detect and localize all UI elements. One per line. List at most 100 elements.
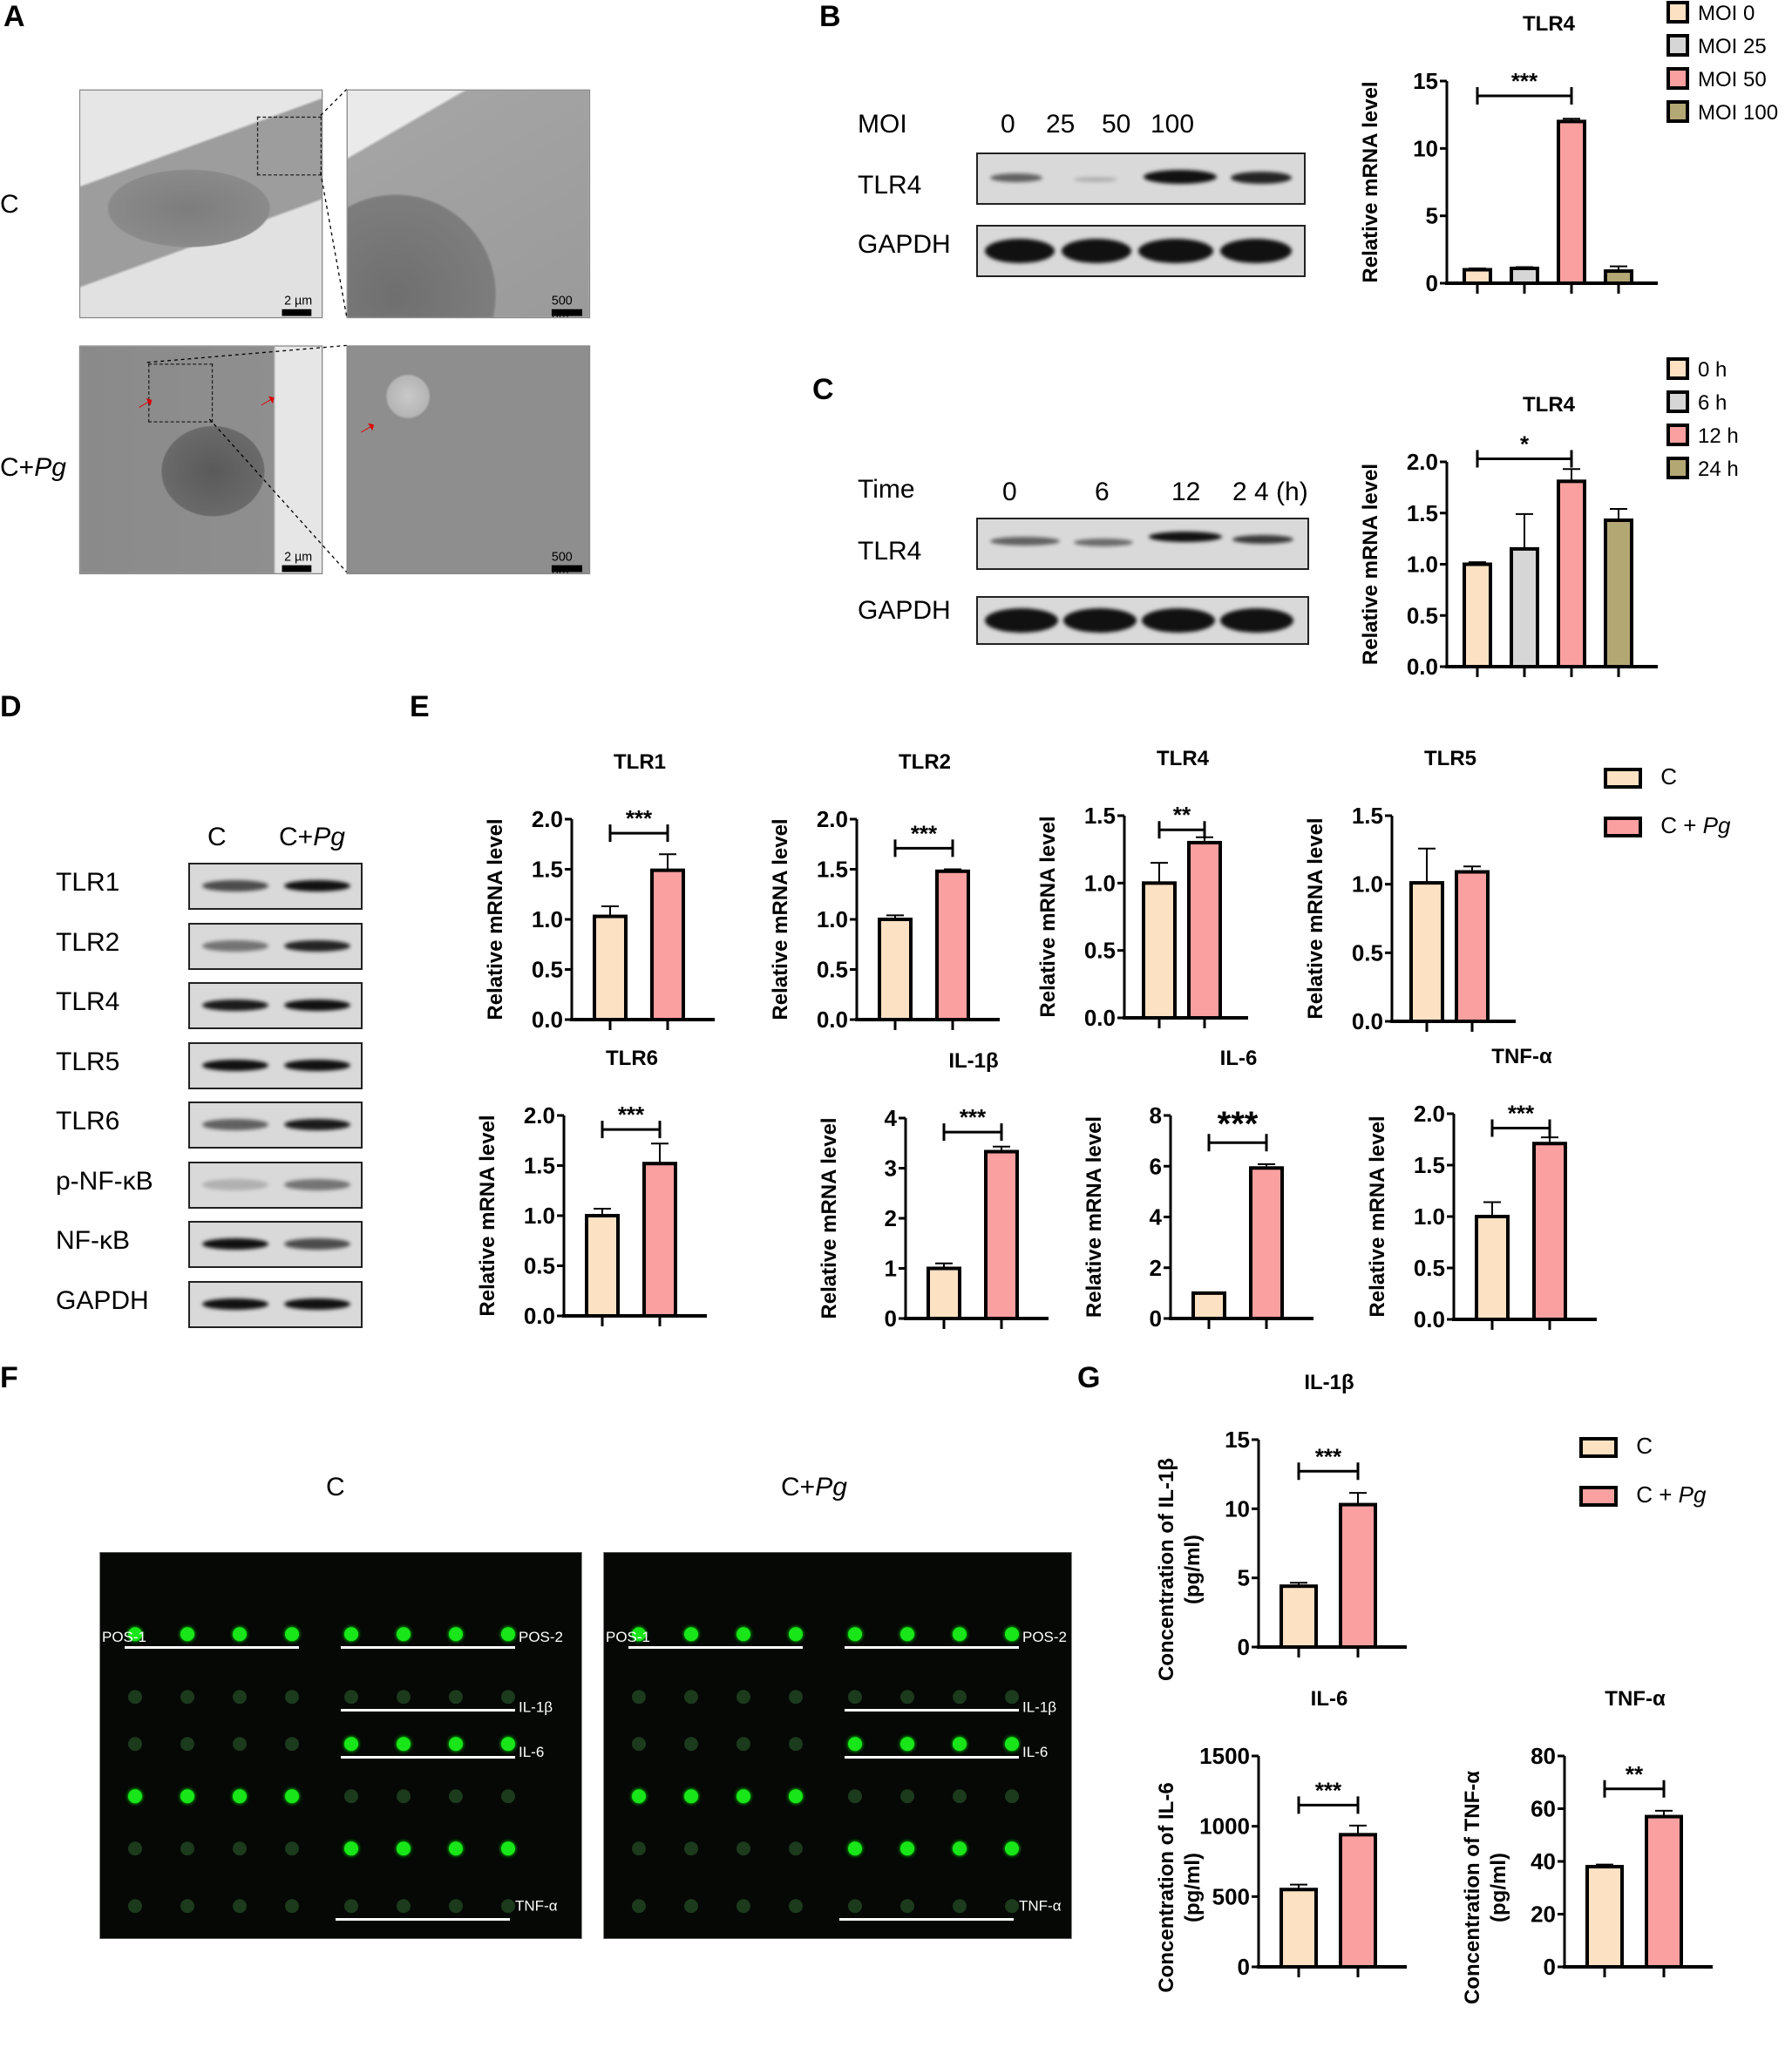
array-underline [628, 1646, 803, 1649]
bar [1339, 1502, 1377, 1649]
legend-item-cpg: C + Pg [1579, 1481, 1706, 1508]
array-label: POS-1 [606, 1629, 651, 1646]
panel-label-d: D [0, 690, 22, 723]
lane-label: 100 [1151, 110, 1195, 139]
y-tick-label: 1.5 [1352, 803, 1383, 829]
array-spot [684, 1737, 698, 1752]
array-spot [344, 1737, 358, 1752]
legend-item-c: C [1604, 763, 1677, 790]
western-blot-row [188, 1221, 363, 1268]
bar [650, 868, 685, 1021]
y-tick-label: 0 [1238, 1634, 1250, 1660]
lane-label-c: C [207, 823, 227, 851]
svg-text:Relative mRNA level: Relative mRNA level [769, 818, 792, 1020]
chart-title: TLR4 [1157, 747, 1210, 770]
scale-label: 2 µm [284, 294, 313, 308]
blot-row-label: TLR1 [56, 868, 120, 897]
array-spot [789, 1737, 803, 1752]
array-spot [233, 1690, 247, 1705]
legend-label: 0 h [1698, 358, 1727, 382]
array-spot [953, 1899, 967, 1914]
svg-text:Relative mRNA level: Relative mRNA level [1359, 464, 1382, 665]
lane-label: 2 4 (h) [1232, 478, 1308, 506]
svg-text:Relative mRNA level: Relative mRNA level [1083, 1116, 1106, 1318]
western-blot-row [188, 1280, 363, 1328]
array-spot [848, 1899, 862, 1914]
bar-chart-g-il1b: IL-1β Concentration of IL-1β (pg/ml) 0 5 10 15… [1155, 1371, 1407, 1681]
svg-text:(pg/ml): (pg/ml) [1181, 1535, 1205, 1604]
array-spot [180, 1789, 194, 1804]
array-spot [848, 1789, 862, 1804]
y-tick-label: 0 [1544, 1954, 1556, 1980]
array-spot [632, 1789, 646, 1804]
array-spot [233, 1789, 247, 1804]
array-spot [789, 1627, 803, 1642]
bar-chart-e-tlr1: TLR1 Relative mRNA level 0.0 0.5 1.0 1.5 2.0 **… [484, 750, 715, 1033]
bar [1187, 840, 1222, 1020]
array-spot [449, 1841, 463, 1856]
blot-row-label: GAPDH [56, 1285, 149, 1315]
panel-label-e: E [410, 690, 430, 723]
chart-title: TLR6 [606, 1047, 658, 1070]
y-tick-label: 0.0 [1352, 1008, 1383, 1034]
array-spot [128, 1899, 142, 1914]
bar [585, 1214, 620, 1318]
array-spot [632, 1627, 646, 1642]
array-title-cpg: C+Pg [781, 1473, 847, 1502]
array-spot [344, 1899, 358, 1914]
y-tick-label: 1.0 [1407, 552, 1438, 578]
chart-title: TLR4 [1523, 12, 1576, 36]
y-tick-label: 0 [1426, 270, 1438, 296]
y-tick-label: 0.5 [532, 957, 563, 983]
y-tick-label: 1.5 [532, 857, 563, 883]
y-tick-label: 1.0 [817, 906, 848, 932]
western-blot-gapdh [976, 596, 1309, 645]
bar [593, 914, 628, 1021]
y-tick-label: 0 [1150, 1305, 1162, 1332]
lane-label: 0 [1001, 110, 1015, 139]
array-spot [736, 1789, 750, 1804]
array-label: IL-1β [1022, 1698, 1057, 1716]
array-spot [233, 1627, 247, 1642]
array-underline [341, 1756, 515, 1759]
array-spot [397, 1899, 411, 1914]
bar-chart-e-tlr5: TLR5 Relative mRNA level 0.0 0.5 1.0 1.5 [1304, 747, 1516, 1034]
y-tick-label: 5 [1426, 203, 1438, 229]
em-image-cpg-overview: ➝ ➝ 2 µm [78, 345, 323, 574]
y-tick-label: 2.0 [1414, 1101, 1445, 1127]
array-underline [125, 1646, 299, 1649]
array-spot [501, 1627, 515, 1642]
array-spot [736, 1841, 750, 1856]
bar [1645, 1814, 1683, 1969]
y-tick-label: 1.0 [524, 1203, 555, 1229]
array-spot [449, 1737, 463, 1752]
zoom-box [256, 116, 322, 176]
array-underline [336, 1918, 510, 1921]
svg-text:(pg/ml): (pg/ml) [1487, 1853, 1510, 1922]
array-label: TNF-α [515, 1897, 558, 1915]
array-spot [501, 1899, 515, 1914]
y-tick-label: 5 [1238, 1565, 1250, 1591]
array-spot [736, 1690, 750, 1705]
y-tick-label: 1.5 [524, 1153, 555, 1179]
bar-chart-e-il1b: IL-1β Relative mRNA level 0 1 2 3 4 *** [818, 1049, 1049, 1332]
panel-label-g: G [1077, 1361, 1101, 1394]
array-spot [128, 1627, 142, 1642]
blot-row-label: NF-κB [56, 1226, 130, 1255]
blot-row-label: TLR6 [56, 1107, 120, 1135]
y-tick-label: 0.5 [524, 1253, 555, 1279]
y-tick-label: 10 [1413, 135, 1438, 161]
array-spot [285, 1737, 299, 1752]
array-spot [632, 1841, 646, 1856]
chart-title: TLR5 [1424, 747, 1476, 770]
svg-text:Relative mRNA level: Relative mRNA level [1359, 81, 1382, 282]
significance-label: *** [1315, 1443, 1342, 1469]
western-blot-row [188, 863, 363, 910]
array-spot [344, 1627, 358, 1642]
bar-chart-g-il6: IL-6 Concentration of IL-6 (pg/ml) 0 500 1000… [1155, 1687, 1407, 1993]
bar [1604, 269, 1633, 285]
y-axis-label: Concentration of IL-1β (pg/ml) [1155, 1458, 1205, 1681]
western-blot-tlr4 [976, 153, 1306, 205]
array-spot [953, 1627, 967, 1642]
chart-title: IL-1β [1304, 1371, 1354, 1394]
